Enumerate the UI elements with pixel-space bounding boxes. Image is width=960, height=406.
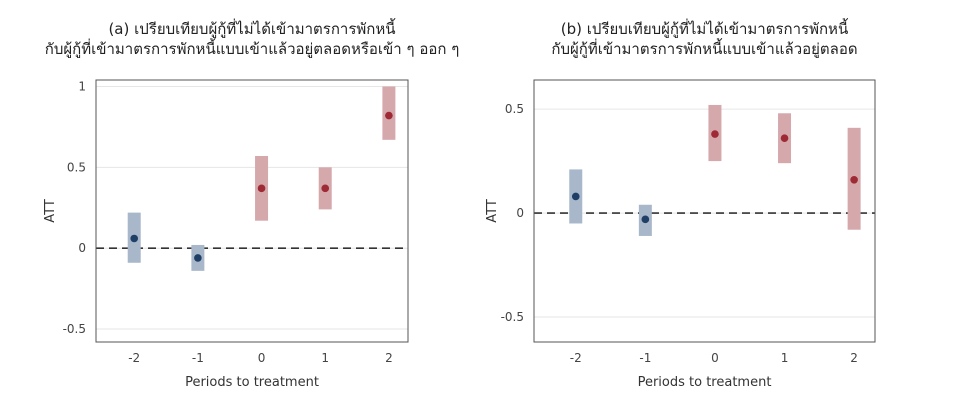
chart-a-ytick-label-3: -0.5 <box>63 322 86 336</box>
chart-a-y-axis-label: ATT <box>43 199 58 223</box>
chart-b-frame <box>533 79 876 343</box>
chart-b-point-4 <box>850 176 858 184</box>
chart-a-point-0 <box>130 234 139 243</box>
chart-b-xtick-label-4: 2 <box>850 351 858 365</box>
chart-a-xtick-label-2: 0 <box>258 351 266 365</box>
chart-a-xtick-label-4: 2 <box>385 351 393 365</box>
chart-b-xtick-label-3: 1 <box>781 351 789 365</box>
chart-a-ytick-label-2: 0 <box>78 241 86 255</box>
chart-a-point-1 <box>194 254 202 262</box>
chart-a-x-axis-label: Periods to treatment <box>185 375 319 390</box>
chart-b-point-0 <box>571 192 580 201</box>
chart-b-point-3 <box>780 134 789 143</box>
chart-b-xtick-label-0: -2 <box>570 351 582 365</box>
chart-a-title-line-1: (a) เปรียบเทียบผู้กู้ที่ไม่ได้เข้ามาตรกา… <box>108 18 396 38</box>
chart-b-xtick-label-2: 0 <box>711 351 719 365</box>
chart-b-x-axis-label: Periods to treatment <box>638 375 772 390</box>
chart-a-point-4 <box>385 111 393 120</box>
chart-b-y-axis-label: ATT <box>485 199 500 223</box>
chart-a-ytick-label-1: 0.5 <box>67 160 86 174</box>
chart-a-point-3 <box>321 184 330 193</box>
chart-b-ytick-label-2: -0.5 <box>501 310 524 324</box>
chart-a-title-line-2: กับผู้กู้ที่เข้ามาตรการพักหนี้แบบเข้าแล้… <box>45 38 460 58</box>
chart-b-xtick-label-1: -1 <box>639 351 651 365</box>
chart-a-xtick-label-0: -2 <box>128 351 140 365</box>
chart-b-point-1 <box>641 215 650 224</box>
chart-a-ytick-label-0: 1 <box>78 79 86 93</box>
chart-b-ytick-label-0: 0.5 <box>505 102 524 116</box>
chart-b-title-line-1: (b) เปรียบเทียบผู้กู้ที่ไม่ได้เข้ามาตรกา… <box>561 18 849 38</box>
chart-a-point-2 <box>257 184 266 193</box>
chart-a-xtick-label-3: 1 <box>321 351 329 365</box>
chart-b-title-line-2: กับผู้กู้ที่เข้ามาตรการพักหนี้แบบเข้าแล้… <box>551 38 857 58</box>
chart-panel-a: (a) เปรียบเทียบผู้กู้ที่ไม่ได้เข้ามาตรกา… <box>43 18 460 390</box>
chart-b-ytick-label-1: 0 <box>516 206 524 220</box>
chart-panel-b: (b) เปรียบเทียบผู้กู้ที่ไม่ได้เข้ามาตรกา… <box>480 0 960 406</box>
chart-a: (a) เปรียบเทียบผู้กู้ที่ไม่ได้เข้ามาตรกา… <box>43 18 460 390</box>
chart-b: (b) เปรียบเทียบผู้กู้ที่ไม่ได้เข้ามาตรกา… <box>485 18 876 390</box>
chart-b-point-2 <box>711 130 719 138</box>
chart-a-frame <box>95 79 409 343</box>
chart-a-xtick-label-1: -1 <box>192 351 204 365</box>
